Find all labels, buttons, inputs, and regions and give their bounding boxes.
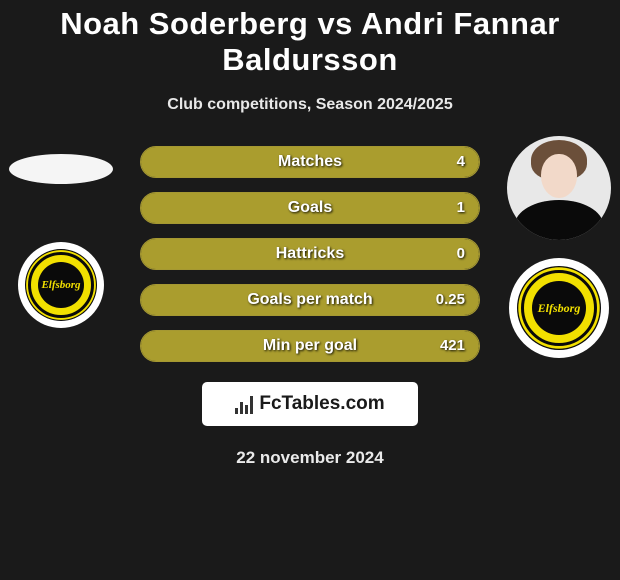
- stat-value-right: 0.25: [422, 285, 479, 315]
- right-player-column: Elfsborg: [504, 136, 614, 358]
- stat-label: Hattricks: [141, 239, 479, 269]
- stat-row-min-per-goal: Min per goal 421: [140, 330, 480, 362]
- bar-chart-icon: [235, 394, 255, 414]
- page-title: Noah Soderberg vs Andri Fannar Baldursso…: [0, 0, 620, 82]
- stat-value-right: 0: [443, 239, 479, 269]
- right-team-badge: Elfsborg: [509, 258, 609, 358]
- stat-row-matches: Matches 4: [140, 146, 480, 178]
- stat-row-hattricks: Hattricks 0: [140, 238, 480, 270]
- stat-value-right: 1: [443, 193, 479, 223]
- left-player-column: Elfsborg: [6, 136, 116, 328]
- stat-row-goals: Goals 1: [140, 192, 480, 224]
- stat-value-right: 421: [426, 331, 479, 361]
- right-team-badge-text: Elfsborg: [532, 281, 586, 335]
- stat-label: Goals: [141, 193, 479, 223]
- left-team-badge: Elfsborg: [18, 242, 104, 328]
- left-team-badge-text: Elfsborg: [38, 262, 84, 308]
- watermark-text: FcTables.com: [259, 393, 384, 415]
- left-player-avatar: [9, 154, 113, 184]
- right-player-avatar: [507, 136, 611, 240]
- stats-area: Elfsborg Elfsborg Matches 4: [0, 136, 620, 490]
- stat-row-goals-per-match: Goals per match 0.25: [140, 284, 480, 316]
- comparison-card: Noah Soderberg vs Andri Fannar Baldursso…: [0, 0, 620, 490]
- date-label: 22 november 2024: [10, 426, 610, 490]
- stat-value-right: 4: [443, 147, 479, 177]
- subtitle: Club competitions, Season 2024/2025: [0, 82, 620, 136]
- stat-label: Matches: [141, 147, 479, 177]
- stat-bars: Matches 4 Goals 1 Hattricks 0: [140, 136, 480, 362]
- watermark: FcTables.com: [202, 382, 418, 426]
